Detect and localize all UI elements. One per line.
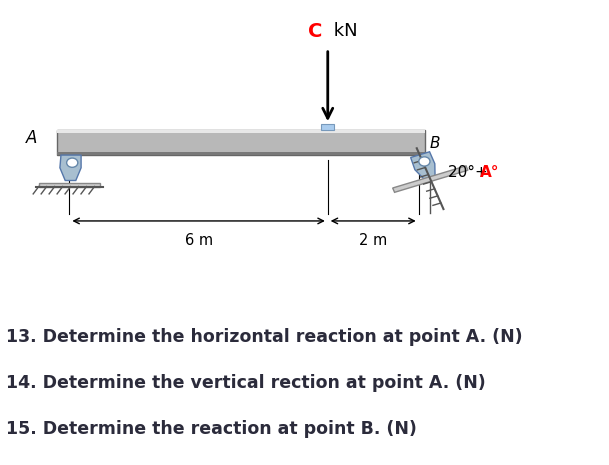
Text: 14. Determine the vertical rection at point A. (N): 14. Determine the vertical rection at po… (6, 374, 485, 392)
Text: C: C (308, 22, 322, 41)
Circle shape (419, 157, 430, 166)
Text: 6 m: 6 m (185, 232, 213, 247)
Polygon shape (39, 183, 100, 186)
Text: 13. Determine the horizontal reaction at point A. (N): 13. Determine the horizontal reaction at… (6, 327, 523, 345)
Polygon shape (410, 152, 435, 180)
Polygon shape (57, 130, 425, 155)
Text: kN: kN (328, 22, 357, 40)
Polygon shape (57, 152, 425, 155)
Circle shape (66, 158, 78, 167)
Polygon shape (393, 166, 468, 193)
Polygon shape (321, 124, 334, 130)
Text: 15. Determine the reaction at point B. (N): 15. Determine the reaction at point B. (… (6, 420, 417, 438)
Text: 20°+: 20°+ (448, 165, 492, 180)
Polygon shape (60, 155, 81, 180)
Text: A°: A° (480, 165, 499, 180)
Text: A: A (26, 129, 38, 147)
Text: 2 m: 2 m (359, 232, 387, 247)
Polygon shape (57, 130, 425, 133)
Text: B: B (430, 136, 440, 151)
